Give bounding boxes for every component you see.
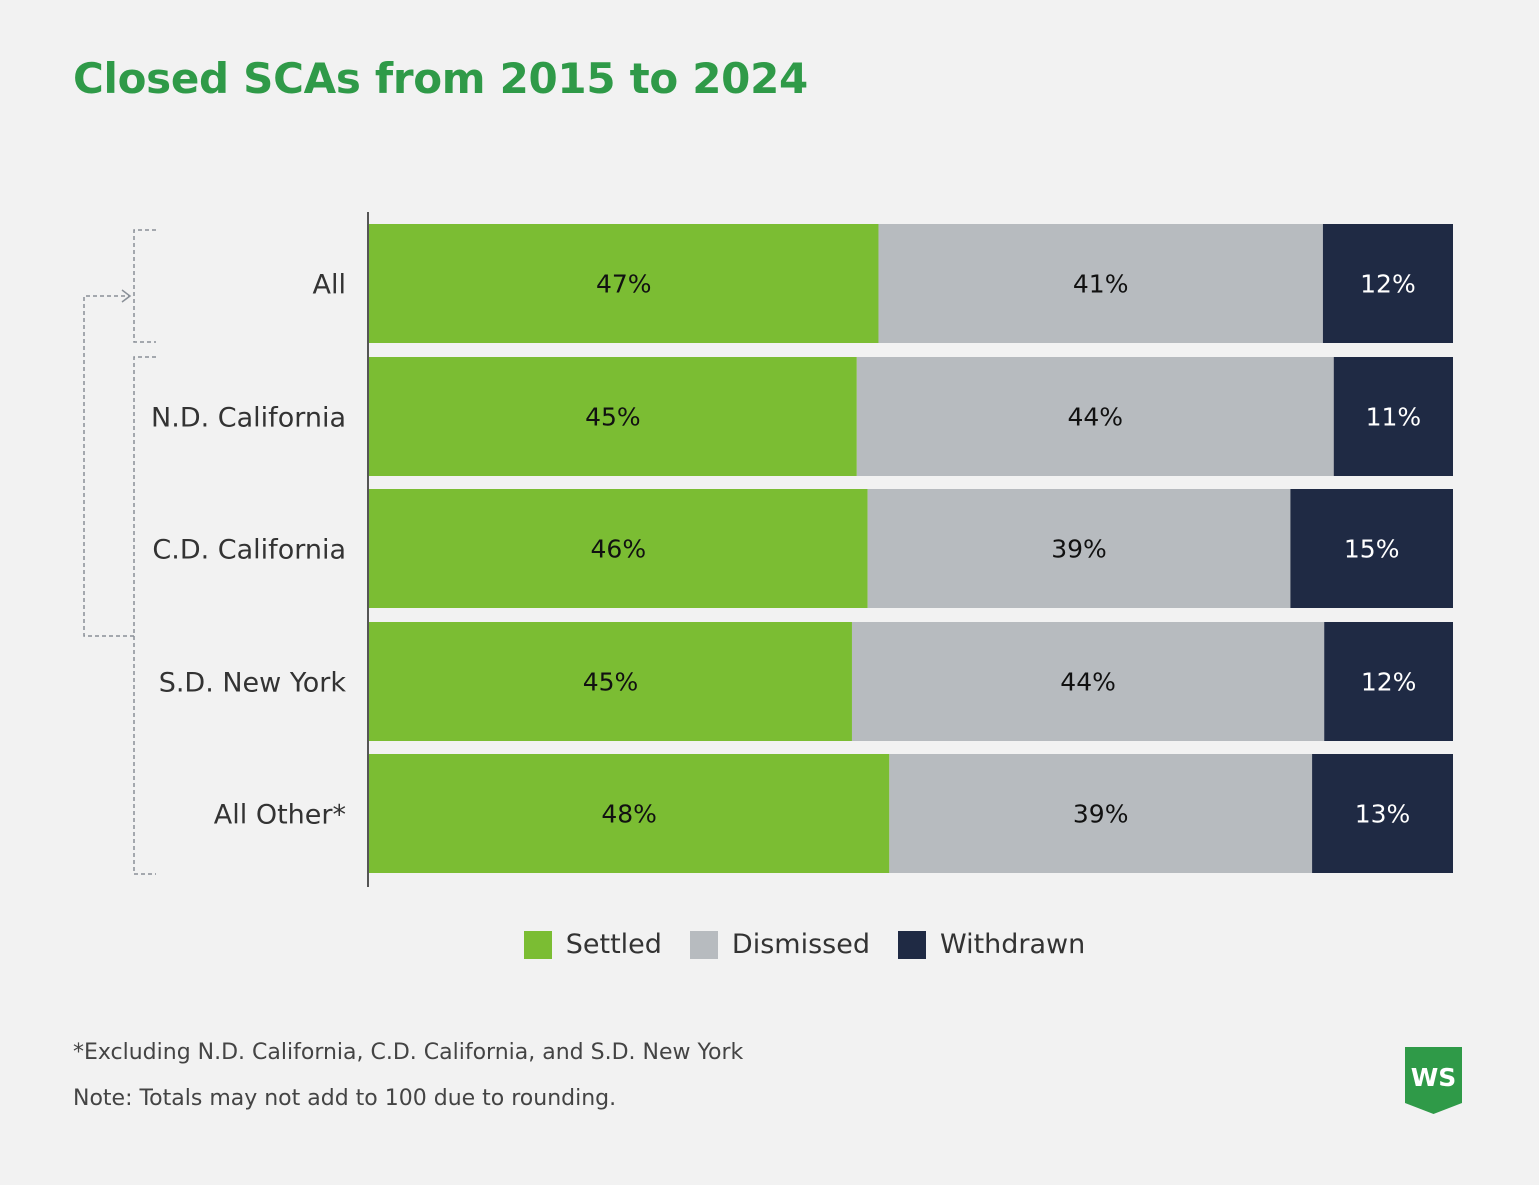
data-label-all-other-settled: 48% [601,800,657,829]
bar-all-other-settled [369,754,890,873]
bar-c-d-california-dismissed [867,489,1291,608]
bars-group: 47% 41% 12% All 45% 44% 11% N.D. California 46% 3… [151,224,1453,873]
legend-item-dismissed: Dismissed [689,928,870,962]
comparison-bracket [83,229,156,875]
legend-label-dismissed: Dismissed [731,929,870,960]
category-label-n-d-california: N.D. California [151,403,346,434]
category-label-s-d-new-york: S.D. New York [159,668,347,699]
footnote: *Excluding N.D. California, C.D. Califor… [73,1040,744,1065]
legend: Settled Dismissed Withdrawn [0,928,1539,962]
chart-title: Closed SCAs from 2015 to 2024 [73,54,808,103]
bar-s-d-new-york-withdrawn [1324,622,1453,741]
legend-swatch-settled [523,931,552,959]
data-label-all-withdrawn: 12% [1360,270,1416,299]
category-label-all: All [313,270,346,301]
legend-swatch-dismissed [689,931,718,959]
legend-item-withdrawn: Withdrawn [897,928,1086,962]
data-label-s-d-new-york-withdrawn: 12% [1361,668,1417,697]
data-label-all-settled: 47% [596,270,652,299]
bar-all-withdrawn [1322,224,1453,343]
bar-all-settled [369,224,879,343]
logo-shield-shape [1405,1047,1462,1114]
bar-all-other-withdrawn [1312,754,1453,873]
legend-swatch-withdrawn [897,931,926,959]
bar-c-d-california-withdrawn [1290,489,1453,608]
bar-n-d-california-dismissed [856,357,1334,476]
rounding-note: Note: Totals may not add to 100 due to r… [73,1086,617,1111]
data-label-n-d-california-dismissed: 44% [1067,403,1123,432]
legend-label-settled: Settled [565,929,662,960]
data-label-all-other-withdrawn: 13% [1355,800,1411,829]
data-label-c-d-california-settled: 46% [591,535,647,564]
category-label-all-other: All Other* [214,800,346,831]
data-label-c-d-california-withdrawn: 15% [1344,535,1400,564]
data-label-c-d-california-dismissed: 39% [1051,535,1107,564]
data-label-all-other-dismissed: 39% [1073,800,1129,829]
data-label-n-d-california-withdrawn: 11% [1366,403,1422,432]
data-label-s-d-new-york-settled: 45% [583,668,639,697]
logo-text: WS [1411,1063,1457,1092]
legend-item-settled: Settled [523,928,662,962]
bar-all-other-dismissed [889,754,1313,873]
bar-n-d-california-withdrawn [1333,357,1453,476]
bar-all-dismissed [878,224,1323,343]
category-label-c-d-california: C.D. California [152,535,346,566]
legend-label-withdrawn: Withdrawn [939,929,1086,960]
bar-c-d-california-settled [369,489,868,608]
data-label-s-d-new-york-dismissed: 44% [1060,668,1116,697]
data-label-all-dismissed: 41% [1073,270,1129,299]
bar-s-d-new-york-settled [369,622,852,741]
bar-n-d-california-settled [369,357,857,476]
data-label-n-d-california-settled: 45% [585,403,641,432]
bar-s-d-new-york-dismissed [851,622,1325,741]
ws-logo: WS [1405,1047,1462,1114]
